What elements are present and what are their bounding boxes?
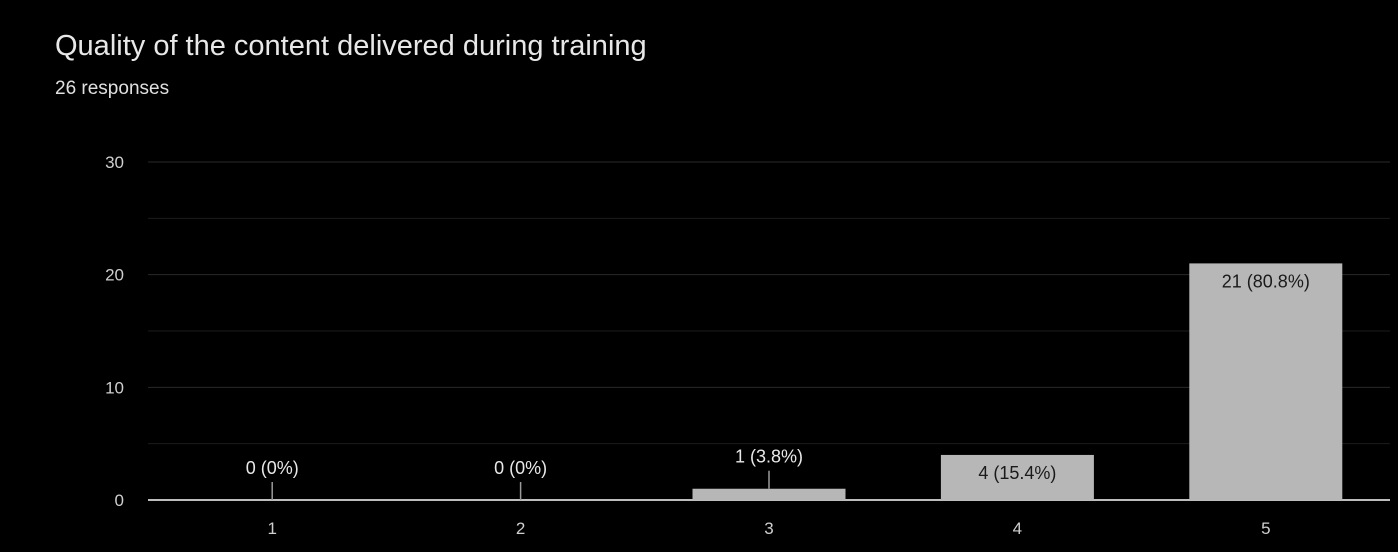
data-label: 0 (0%)	[494, 458, 547, 478]
x-tick-label: 2	[516, 519, 525, 538]
y-tick-label: 30	[105, 153, 124, 172]
bar	[1189, 263, 1343, 500]
data-label: 4 (15.4%)	[978, 463, 1056, 483]
chart-title: Quality of the content delivered during …	[55, 30, 647, 62]
data-label: 0 (0%)	[246, 458, 299, 478]
bar	[940, 454, 1094, 500]
y-tick-label: 20	[105, 266, 124, 285]
bar	[692, 488, 846, 500]
x-tick-label: 1	[267, 519, 276, 538]
x-tick-label: 4	[1013, 519, 1022, 538]
response-count: 26 responses	[55, 78, 170, 99]
y-tick-label: 0	[115, 491, 124, 510]
y-tick-label: 10	[105, 378, 124, 397]
data-label: 1 (3.8%)	[735, 447, 803, 467]
x-tick-label: 5	[1261, 519, 1270, 538]
data-label: 21 (80.8%)	[1222, 271, 1310, 291]
x-tick-label: 3	[764, 519, 773, 538]
